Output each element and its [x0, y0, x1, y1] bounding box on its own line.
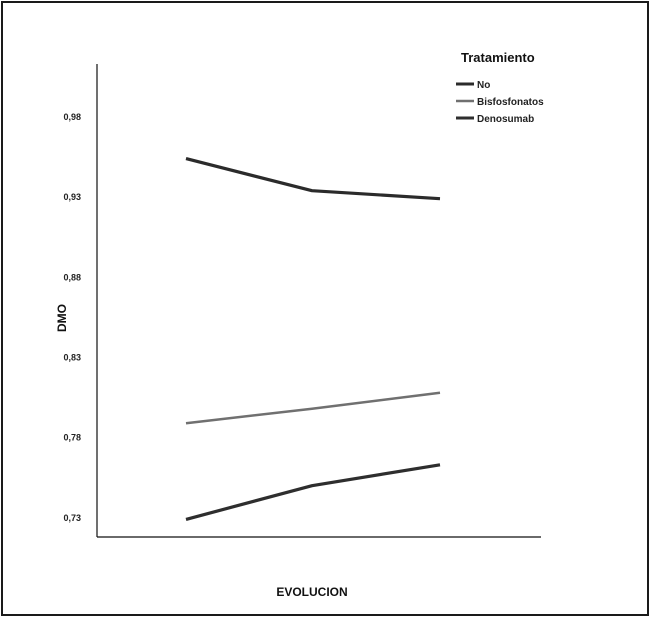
y-tick-label: 0,83	[63, 352, 81, 362]
legend: Tratamiento No Bisfosfonatos Denosumab	[456, 50, 544, 125]
y-tick-label: 0,93	[63, 192, 81, 202]
series-line-denosumab	[185, 463, 441, 521]
legend-label: No	[477, 80, 490, 91]
y-axis-ticks: 0,73 0,78 0,83 0,88 0,93 0,98	[63, 112, 81, 523]
legend-label: Denosumab	[477, 114, 534, 125]
y-tick-label: 0,88	[63, 272, 81, 282]
series-line-bisfosfonatos	[185, 391, 441, 425]
x-axis-title: EVOLUCION	[276, 585, 347, 599]
legend-label: Bisfosfonatos	[477, 97, 544, 108]
y-tick-label: 0,98	[63, 112, 81, 122]
y-tick-label: 0,73	[63, 513, 81, 523]
y-tick-label: 0,78	[63, 433, 81, 443]
legend-title: Tratamiento	[461, 50, 535, 65]
y-axis-title: DMO	[55, 304, 69, 332]
series-line-no	[185, 157, 441, 201]
series-lines	[185, 157, 441, 521]
